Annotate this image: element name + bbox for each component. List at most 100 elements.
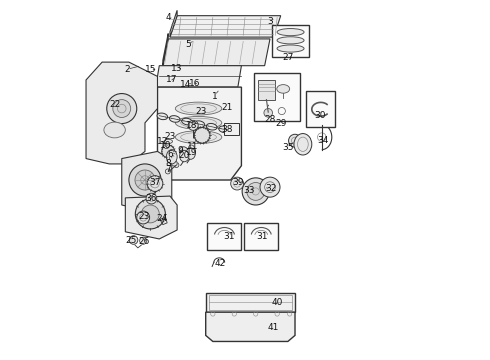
Ellipse shape — [294, 134, 312, 155]
Circle shape — [164, 143, 169, 149]
Polygon shape — [156, 66, 242, 87]
Bar — [254, 73, 300, 121]
Circle shape — [142, 205, 159, 223]
Text: 35: 35 — [282, 143, 294, 152]
Bar — [209, 295, 292, 310]
Text: 12: 12 — [157, 137, 169, 146]
Circle shape — [231, 177, 244, 190]
Circle shape — [179, 147, 188, 156]
Text: 4: 4 — [166, 13, 171, 22]
Text: 23: 23 — [164, 132, 176, 141]
Text: 20: 20 — [178, 151, 189, 160]
Text: 41: 41 — [267, 323, 278, 332]
Text: 8: 8 — [165, 159, 171, 168]
Text: 2: 2 — [124, 65, 130, 74]
Ellipse shape — [219, 126, 229, 132]
Polygon shape — [170, 16, 281, 37]
Text: 15: 15 — [145, 66, 156, 75]
Ellipse shape — [277, 45, 304, 52]
Ellipse shape — [277, 28, 304, 36]
Circle shape — [165, 169, 171, 174]
Text: 39: 39 — [232, 178, 244, 187]
Circle shape — [135, 170, 155, 190]
Text: 30: 30 — [314, 111, 326, 120]
Text: 42: 42 — [214, 259, 225, 268]
Text: 28: 28 — [264, 116, 276, 125]
Bar — [223, 123, 239, 135]
Polygon shape — [170, 10, 177, 37]
Bar — [258, 80, 275, 100]
Polygon shape — [125, 196, 177, 239]
Circle shape — [172, 160, 177, 166]
Polygon shape — [122, 152, 172, 212]
Polygon shape — [157, 87, 242, 180]
Ellipse shape — [186, 148, 196, 159]
Ellipse shape — [104, 122, 125, 138]
Circle shape — [162, 145, 174, 158]
Ellipse shape — [277, 37, 304, 44]
Circle shape — [260, 177, 280, 197]
Text: 24: 24 — [156, 214, 168, 223]
Text: 11: 11 — [187, 142, 198, 151]
Circle shape — [135, 199, 165, 229]
Ellipse shape — [194, 121, 205, 127]
Text: 31: 31 — [223, 232, 235, 241]
Circle shape — [107, 94, 137, 123]
Text: 33: 33 — [244, 185, 255, 194]
Text: 14: 14 — [180, 80, 192, 89]
Ellipse shape — [164, 139, 172, 144]
Bar — [245, 223, 278, 249]
Ellipse shape — [157, 113, 168, 120]
Text: 36: 36 — [146, 194, 157, 203]
Text: 34: 34 — [317, 136, 329, 145]
Ellipse shape — [175, 131, 222, 144]
Text: 22: 22 — [109, 100, 120, 109]
Bar — [272, 24, 309, 57]
Circle shape — [129, 164, 161, 196]
Text: 5: 5 — [185, 40, 191, 49]
Text: 26: 26 — [139, 237, 150, 246]
Bar — [306, 91, 335, 127]
Circle shape — [247, 183, 265, 201]
Text: 29: 29 — [275, 120, 287, 129]
Text: 19: 19 — [186, 148, 197, 157]
Bar — [206, 293, 295, 312]
Text: 40: 40 — [271, 298, 283, 307]
Text: 6: 6 — [167, 150, 173, 159]
Text: 27: 27 — [282, 53, 294, 62]
Text: 23: 23 — [196, 107, 207, 116]
Text: 1: 1 — [212, 91, 218, 100]
Circle shape — [188, 120, 198, 130]
Text: 21: 21 — [221, 103, 233, 112]
Text: 3: 3 — [267, 17, 273, 26]
Ellipse shape — [175, 102, 222, 115]
Text: 7: 7 — [165, 165, 171, 174]
Circle shape — [140, 237, 147, 244]
Circle shape — [113, 100, 131, 117]
Circle shape — [194, 127, 210, 143]
Text: 13: 13 — [172, 64, 183, 73]
Ellipse shape — [206, 123, 217, 130]
Text: 9: 9 — [178, 146, 184, 155]
Text: 16: 16 — [189, 79, 201, 88]
Circle shape — [137, 211, 149, 224]
Text: 18: 18 — [186, 121, 197, 130]
Text: 25: 25 — [126, 235, 137, 244]
Circle shape — [264, 109, 272, 117]
Circle shape — [189, 145, 194, 151]
Text: 32: 32 — [265, 184, 276, 193]
Ellipse shape — [277, 85, 290, 93]
Ellipse shape — [167, 150, 177, 164]
Polygon shape — [163, 39, 270, 66]
Text: 37: 37 — [149, 178, 161, 187]
Ellipse shape — [175, 116, 222, 129]
Text: 38: 38 — [221, 125, 233, 134]
Polygon shape — [163, 33, 168, 66]
Text: 23: 23 — [139, 212, 150, 221]
Circle shape — [242, 178, 270, 205]
Polygon shape — [86, 62, 157, 164]
Circle shape — [174, 162, 179, 167]
Circle shape — [129, 236, 138, 244]
Circle shape — [147, 176, 163, 192]
Circle shape — [289, 134, 301, 147]
